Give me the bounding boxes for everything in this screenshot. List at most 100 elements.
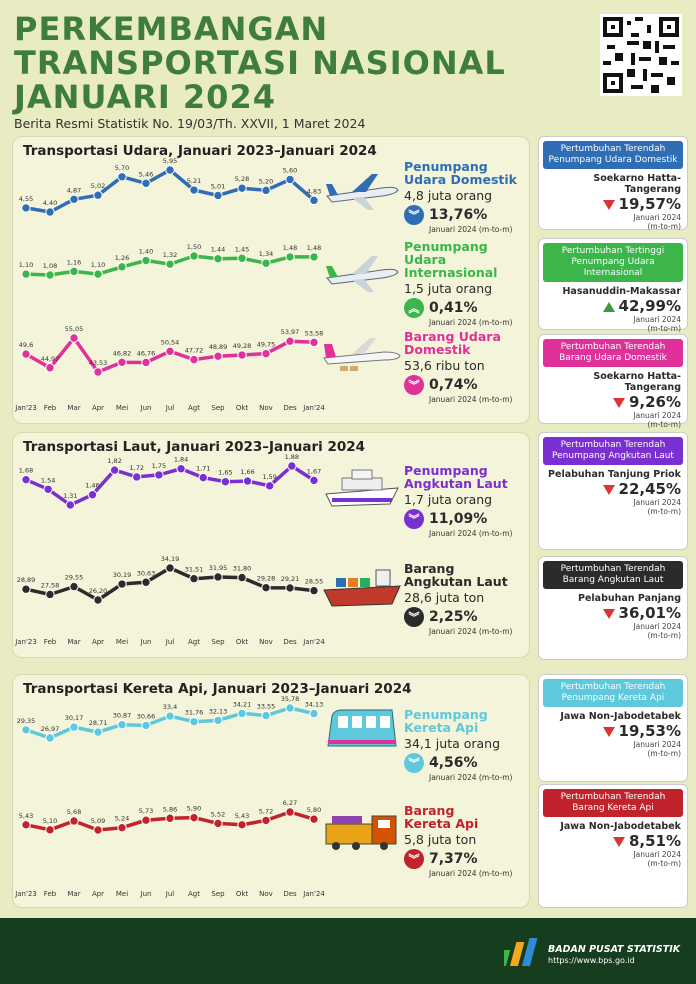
data-label: 5,21 (187, 177, 201, 185)
highlight-card-penumpang-laut: Pertumbuhan Terendah Penumpang Angkutan L… (538, 432, 688, 550)
x-tick-label: Mei (116, 404, 128, 412)
x-tick-label: Jul (165, 890, 175, 898)
x-tick-label: Agt (188, 638, 200, 646)
data-point (69, 266, 79, 277)
qr-code-icon (603, 17, 679, 93)
x-tick-label: Mar (67, 638, 80, 646)
data-label: 5,72 (259, 807, 273, 815)
data-label: 4,40 (43, 199, 57, 207)
data-label: 44,97 (41, 355, 60, 363)
highlight-card-udara-domestik: Pertumbuhan Terendah Penumpang Udara Dome… (538, 136, 688, 231)
x-tick-label: Feb (44, 638, 57, 646)
data-label: 29,28 (257, 575, 276, 583)
x-tick-label: Jan'24 (302, 638, 325, 646)
x-tick-label: Jan'23 (14, 890, 37, 898)
data-point (309, 252, 319, 262)
data-point (45, 270, 55, 280)
data-label: 1,82 (107, 457, 121, 465)
data-label: 1,48 (307, 244, 321, 252)
data-point (285, 807, 295, 817)
data-point (45, 363, 55, 373)
x-tick-label: Jun (140, 890, 152, 898)
data-point (21, 820, 31, 830)
passenger-train-icon (327, 709, 397, 747)
data-label: 1,54 (41, 476, 55, 484)
x-tick-label: Mei (116, 638, 128, 646)
stat-penumpang-angkutan-laut: Penumpang Angkutan Laut 1,7 juta orang ︾… (404, 463, 513, 538)
data-point (309, 475, 319, 486)
data-label: 5,73 (139, 807, 153, 815)
data-label: 1,45 (235, 245, 249, 253)
data-label: 31,95 (209, 564, 228, 572)
data-point (141, 577, 151, 587)
chevron-down-icon: ︾ (404, 375, 424, 395)
panel-laut: Transportasi Laut, Januari 2023–Januari … (12, 432, 530, 658)
data-label: 31,76 (185, 709, 204, 717)
data-label: 1,88 (285, 453, 299, 461)
x-tick-label: Feb (44, 890, 57, 898)
data-point (213, 351, 223, 361)
passenger-ship-icon (325, 469, 399, 507)
data-point (285, 252, 295, 262)
data-point (237, 350, 247, 360)
data-label: 1,44 (211, 246, 225, 254)
data-label: 1,68 (19, 467, 33, 475)
data-label: 28,55 (305, 578, 324, 586)
data-label: 1,65 (218, 469, 232, 477)
data-label: 50,54 (161, 338, 180, 346)
x-tick-label: Jun (140, 638, 152, 646)
data-label: 1,32 (163, 251, 177, 259)
data-point (141, 357, 151, 368)
stat-barang-kereta-api: Barang Kereta Api 5,8 juta ton ︾ 7,37% Ja… (404, 803, 513, 878)
chevron-down-icon: ︾ (404, 607, 424, 627)
data-point (21, 349, 31, 359)
data-label: 5,10 (43, 817, 57, 825)
data-label: 49,6 (19, 341, 33, 349)
data-point (264, 481, 275, 491)
highlight-card-barang-udara: Pertumbuhan Terendah Barang Udara Domesti… (538, 334, 688, 429)
chevron-down-icon: ︾ (404, 509, 424, 529)
x-tick-label: Jul (165, 404, 175, 412)
arrow-down-icon (612, 836, 625, 847)
x-tick-label: Mei (116, 890, 128, 898)
data-point (141, 178, 151, 188)
highlight-card-barang-kereta: Pertumbuhan Terendah Barang Kereta Api Ja… (538, 784, 688, 908)
data-point (309, 814, 319, 824)
data-point (117, 262, 127, 272)
data-point (43, 484, 53, 494)
data-label: 5,46 (139, 170, 153, 178)
bps-url[interactable]: https://www.bps.go.id (548, 956, 635, 965)
data-point (176, 464, 186, 474)
data-point (93, 190, 103, 200)
data-point (189, 251, 199, 261)
data-point (285, 703, 295, 713)
chevron-down-icon: ︾ (404, 753, 424, 773)
data-label: 4,83 (307, 187, 321, 195)
highlight-card-udara-internasional: Pertumbuhan Tertinggi Penumpang Udara Int… (538, 238, 688, 333)
data-point (309, 337, 319, 348)
data-point (117, 357, 127, 367)
qr-code[interactable] (600, 14, 682, 96)
data-label: 5,95 (163, 157, 177, 165)
data-label: 1,50 (187, 243, 201, 251)
data-point (21, 269, 31, 279)
data-label: 5,90 (187, 805, 201, 813)
data-label: 31,80 (233, 565, 252, 573)
data-label: 1,67 (307, 467, 321, 475)
data-label: 53,97 (281, 328, 300, 336)
data-label: 4,87 (67, 186, 81, 194)
data-point (45, 589, 55, 600)
data-label: 5,02 (91, 182, 105, 190)
data-point (165, 259, 175, 269)
data-label: 46,82 (113, 349, 132, 357)
data-point (117, 579, 127, 589)
x-tick-label: Apr (92, 890, 104, 898)
x-tick-label: Jul (165, 638, 175, 646)
x-tick-label: Mar (67, 404, 80, 412)
data-point (93, 367, 103, 377)
x-tick-label: Sep (211, 404, 225, 412)
x-tick-label: Nov (259, 890, 273, 898)
x-tick-label: Jan'24 (302, 404, 325, 412)
data-point (237, 183, 247, 193)
data-label: 1,26 (115, 254, 129, 262)
